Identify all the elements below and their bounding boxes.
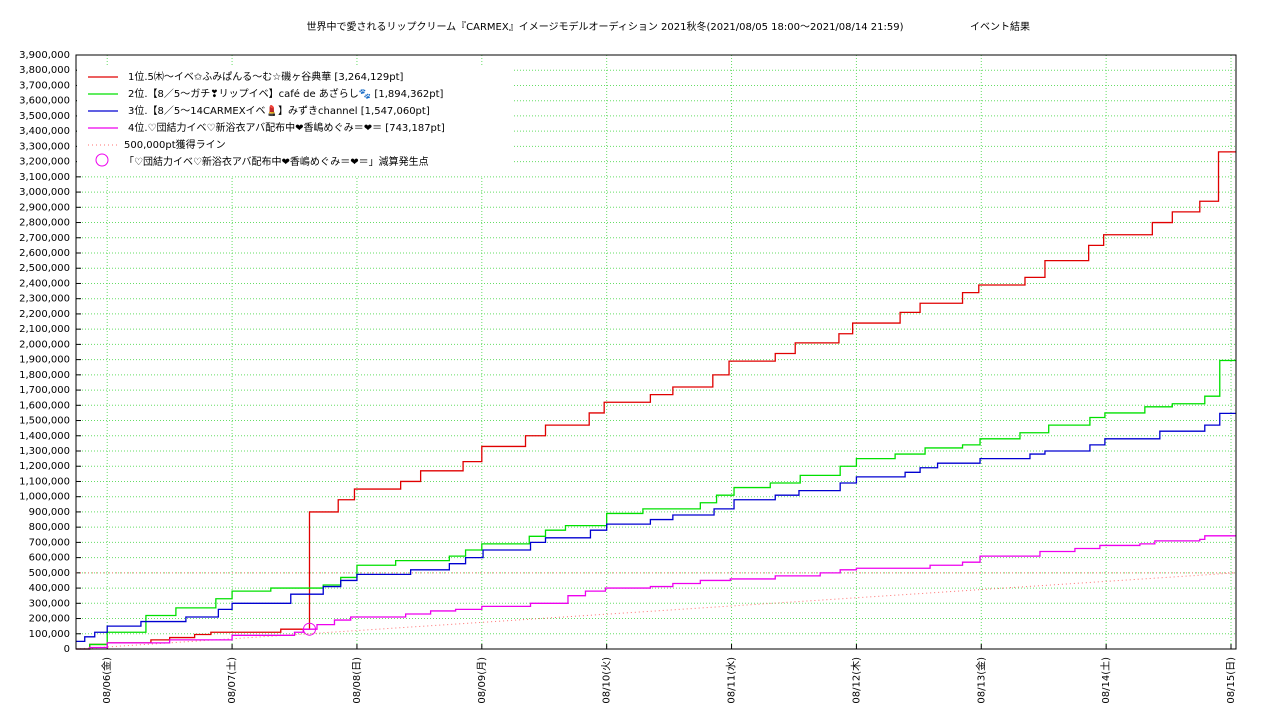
x-tick-label: 08/15(日) [1226,657,1237,704]
y-tick-label: 1,000,000 [19,492,70,503]
y-tick-label: 3,200,000 [19,157,70,168]
y-tick-label: 3,300,000 [19,141,70,152]
y-tick-label: 1,500,000 [19,416,70,427]
y-tick-label: 0 [64,644,70,655]
y-tick-label: 2,100,000 [19,324,70,335]
y-tick-label: 2,500,000 [19,263,70,274]
series-line [76,412,1236,643]
y-tick-label: 2,000,000 [19,339,70,350]
y-tick-label: 2,900,000 [19,202,70,213]
y-tick-label: 1,200,000 [19,461,70,472]
legend-label: 4位.♡団結力イベ♡新浴衣アバ配布中❤香嶋めぐみ＝❤＝ [743,187pt] [128,121,445,134]
legend-box [77,66,513,176]
legend-label: 2位.【8／5〜ガチ❣リップイベ】café de あざらし🐾 [1,894,36… [128,87,443,100]
y-tick-label: 3,700,000 [19,80,70,91]
y-tick-label: 1,300,000 [19,446,70,457]
y-tick-label: 1,900,000 [19,355,70,366]
y-tick-label: 2,400,000 [19,278,70,289]
y-tick-label: 300,000 [29,598,70,609]
legend-label: 500,000pt獲得ライン [124,138,226,151]
y-tick-label: 3,400,000 [19,126,70,137]
y-tick-label: 3,100,000 [19,172,70,183]
y-tick-label: 1,700,000 [19,385,70,396]
y-tick-label: 1,400,000 [19,431,70,442]
y-tick-label: 200,000 [29,614,70,625]
x-tick-label: 08/09(月) [476,657,488,704]
x-tick-label: 08/08(日) [352,657,363,704]
legend-label: 1位.5㈭〜イベ✩ふみぱんる〜む☆磯ヶ谷典華 [3,264,129pt] [128,70,403,83]
y-tick-label: 3,800,000 [19,65,70,76]
y-tick-label: 900,000 [29,507,70,518]
x-tick-label: 08/10(火) [601,657,613,704]
y-tick-label: 100,000 [29,629,70,640]
y-tick-label: 1,100,000 [19,476,70,487]
y-tick-label: 2,700,000 [19,233,70,244]
x-tick-label: 08/13(金) [974,657,987,704]
y-tick-label: 3,900,000 [19,50,70,61]
x-tick-label: 08/12(木) [850,657,862,704]
y-tick-label: 400,000 [29,583,70,594]
y-tick-label: 600,000 [29,553,70,564]
legend-label: 「♡団結力イベ♡新浴衣アバ配布中❤香嶋めぐみ＝❤＝」減算発生点 [124,155,429,168]
y-tick-label: 3,500,000 [19,111,70,122]
legend-marker [95,153,109,167]
y-tick-label: 2,800,000 [19,218,70,229]
y-tick-label: 2,200,000 [19,309,70,320]
x-tick-label: 08/11(水) [726,657,738,704]
y-tick-label: 1,600,000 [19,400,70,411]
plot-frame [75,54,1237,650]
chart-title: 世界中で愛されるリップクリーム『CARMEX』イメージモデルオーディション 20… [306,20,903,33]
y-tick-label: 3,000,000 [19,187,70,198]
legend: 1位.5㈭〜イベ✩ふみぱんる〜む☆磯ヶ谷典華 [3,264,129pt] 2位.【… [77,66,513,176]
chart-subtitle: イベント結果 [970,20,1030,33]
series-line [76,151,1236,650]
x-tick-label: 08/06(金) [100,657,113,704]
y-tick-label: 700,000 [29,537,70,548]
y-tick-label: 800,000 [29,522,70,533]
series-line [76,359,1236,650]
y-tick-label: 500,000 [29,568,70,579]
y-tick-label: 2,300,000 [19,294,70,305]
reference-pace-line [75,572,1237,650]
y-tick-label: 1,800,000 [19,370,70,381]
y-tick-label: 2,600,000 [19,248,70,259]
y-tick-label: 3,600,000 [19,96,70,107]
legend-label: 3位.【8／5〜14CARMEXイベ💄】みずきchannel [1,547,06… [128,104,430,117]
x-tick-label: 08/07(土) [225,657,238,704]
x-tick-label: 08/14(土) [1099,657,1112,704]
event-marker [302,622,316,636]
